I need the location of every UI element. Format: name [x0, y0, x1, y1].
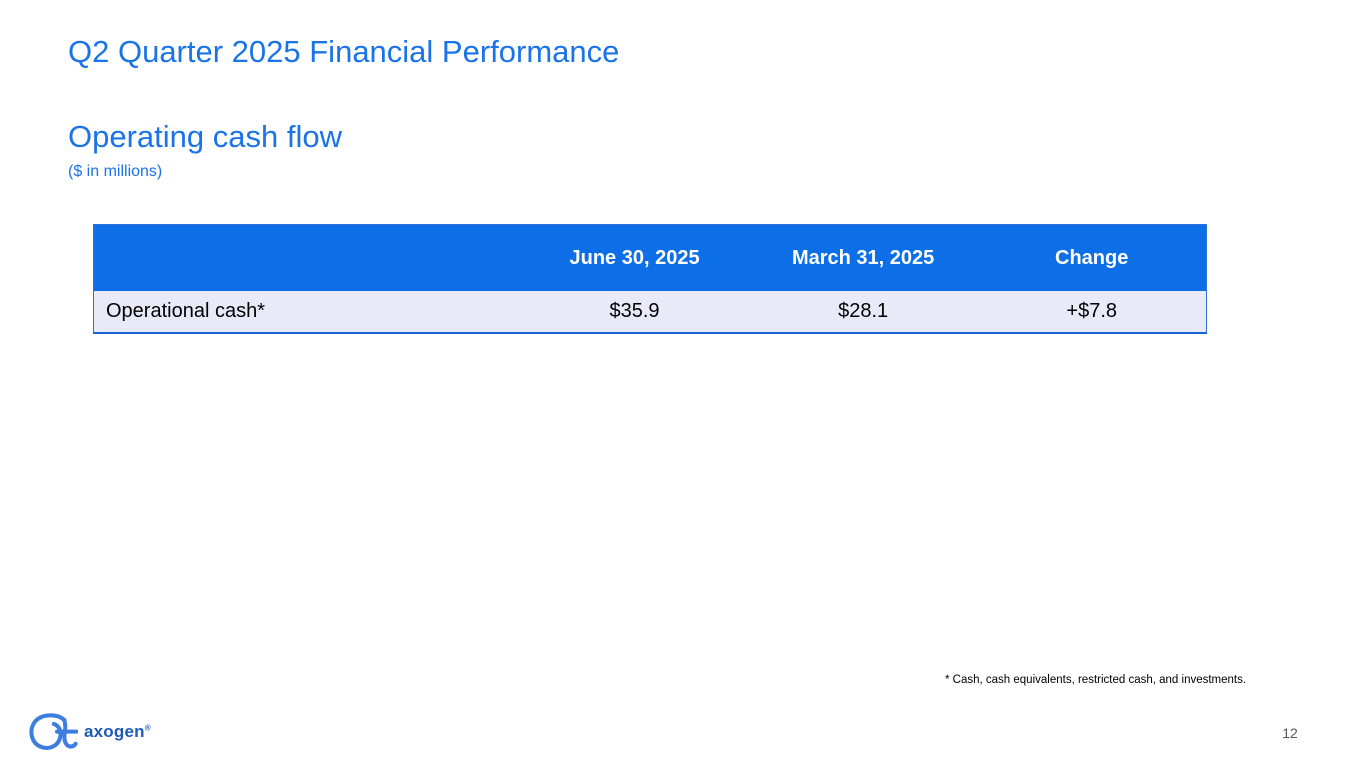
row-label: Operational cash* [106, 300, 265, 322]
table-header-change: Change [1055, 246, 1129, 269]
value-june-30-2025: $35.9 [609, 300, 660, 322]
operating-cash-flow-table: June 30, 2025 March 31, 2025 Change Oper… [93, 224, 1207, 334]
units-note: ($ in millions) [68, 163, 163, 180]
axogen-logo-icon [29, 713, 78, 750]
axogen-logo: axogen® [28, 711, 151, 753]
table-header-june-30-2025: June 30, 2025 [569, 246, 700, 269]
registered-mark: ® [144, 723, 151, 733]
table-row-operational-cash: Operational cash* $35.9 $28.1 +$7.8 [94, 291, 1206, 332]
table-header-march-31-2025: March 31, 2025 [791, 246, 935, 269]
slide-title: Q2 Quarter 2025 Financial Performance [68, 34, 620, 69]
page-number: 12 [1282, 725, 1298, 741]
table-header-row: June 30, 2025 March 31, 2025 Change [94, 225, 1206, 291]
axogen-logo-text: axogen® [84, 722, 151, 741]
slide-subtitle: Operating cash flow [68, 119, 342, 154]
footnote: * Cash, cash equivalents, restricted cas… [945, 674, 1247, 686]
value-change: +$7.8 [1066, 300, 1117, 322]
value-march-31-2025: $28.1 [838, 300, 889, 322]
